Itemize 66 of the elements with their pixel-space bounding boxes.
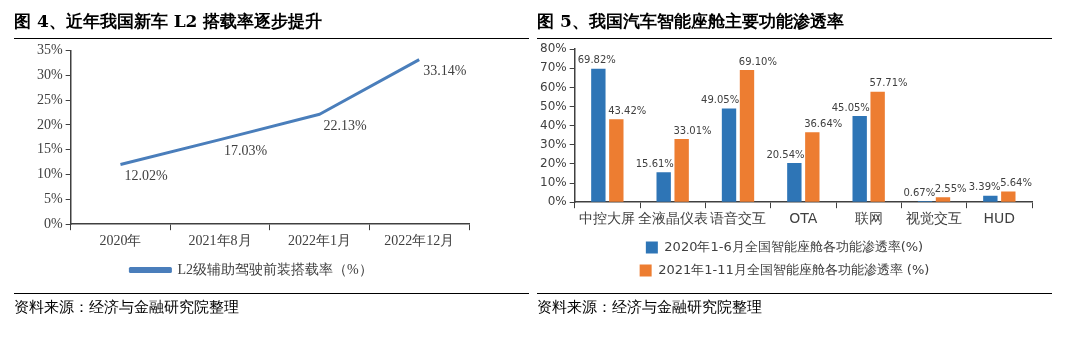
y-tick-label: 10% bbox=[540, 175, 567, 190]
data-label: 69.10% bbox=[738, 55, 777, 67]
y-tick-label: 20% bbox=[36, 116, 63, 132]
data-label: 20.54% bbox=[766, 148, 805, 160]
bar bbox=[935, 197, 951, 202]
data-label: 36.64% bbox=[804, 117, 843, 129]
legend-label: 2020年1-6月全国智能座舱各功能渗透率(%) bbox=[664, 238, 924, 254]
y-tick-label: 70% bbox=[540, 60, 567, 75]
bar bbox=[870, 91, 885, 202]
data-label: 57.71% bbox=[869, 77, 908, 89]
data-label: 22.13% bbox=[323, 117, 368, 133]
legend-label: L2级辅助驾驶前装搭载率（%） bbox=[177, 261, 373, 277]
y-tick-label: 40% bbox=[540, 117, 567, 132]
y-tick-label: 35% bbox=[36, 42, 63, 58]
y-tick-label: 15% bbox=[36, 141, 63, 157]
x-tick-label: 视觉交互 bbox=[906, 210, 962, 227]
x-tick-label: 2022年1月 bbox=[288, 233, 352, 249]
bar bbox=[656, 172, 671, 202]
data-label: 15.61% bbox=[635, 157, 674, 169]
x-tick-label: 联网 bbox=[854, 210, 883, 227]
data-label: 49.05% bbox=[701, 93, 740, 105]
bar bbox=[591, 68, 606, 202]
data-label: 5.64% bbox=[1000, 177, 1032, 189]
chart-title: 图 4、近年我国新车 L2 搭载率逐步提升 bbox=[14, 4, 529, 39]
bar bbox=[739, 70, 755, 202]
x-tick-label: 2022年12月 bbox=[384, 233, 455, 249]
y-tick-label: 30% bbox=[540, 136, 567, 151]
bar bbox=[787, 162, 802, 202]
bar bbox=[983, 195, 998, 202]
data-label: 3.39% bbox=[968, 181, 1001, 193]
legend-label: 2021年1-11月全国智能座舱各功能渗透率 (%) bbox=[658, 261, 930, 277]
x-tick-label: 全液晶仪表 bbox=[637, 210, 708, 227]
data-label: 0.67% bbox=[903, 186, 936, 198]
data-label: 12.02% bbox=[124, 168, 168, 184]
x-tick-label: HUD bbox=[983, 210, 1016, 227]
data-label: 69.82% bbox=[577, 54, 616, 66]
text: 资料来源：经济与金融研究院整理 bbox=[14, 293, 529, 317]
y-tick-label: 50% bbox=[540, 98, 567, 113]
x-tick-label: 语音交互 bbox=[710, 210, 766, 227]
chart-title: 图 5、我国汽车智能座舱主要功能渗透率 bbox=[537, 4, 1052, 39]
data-label: 45.05% bbox=[831, 101, 870, 113]
bar bbox=[721, 108, 737, 202]
y-tick-label: 10% bbox=[36, 166, 63, 182]
x-tick-label: OTA bbox=[789, 210, 818, 227]
bar bbox=[1001, 191, 1016, 202]
data-label: 17.03% bbox=[224, 143, 268, 159]
x-tick-label: 2021年8月 bbox=[188, 233, 252, 249]
y-tick-label: 20% bbox=[540, 156, 567, 171]
y-tick-label: 30% bbox=[36, 66, 63, 82]
y-tick-label: 25% bbox=[36, 91, 63, 107]
y-tick-label: 80% bbox=[540, 41, 567, 56]
y-tick-label: 5% bbox=[43, 191, 63, 207]
y-tick-label: 0% bbox=[43, 215, 63, 231]
y-tick-label: 0% bbox=[547, 194, 567, 209]
bar bbox=[852, 116, 867, 202]
data-label: 33.14% bbox=[423, 63, 467, 79]
bar bbox=[674, 139, 689, 202]
bar bbox=[805, 132, 820, 202]
y-tick-label: 60% bbox=[540, 79, 567, 94]
data-label: 43.42% bbox=[608, 104, 647, 116]
x-tick-label: 中控大屏 bbox=[579, 210, 636, 227]
text: 资料来源：经济与金融研究院整理 bbox=[537, 293, 1052, 317]
x-tick-label: 2020年 bbox=[99, 233, 142, 249]
data-label: 33.01% bbox=[673, 124, 712, 136]
bar bbox=[609, 119, 624, 202]
data-label: 2.55% bbox=[934, 182, 967, 194]
